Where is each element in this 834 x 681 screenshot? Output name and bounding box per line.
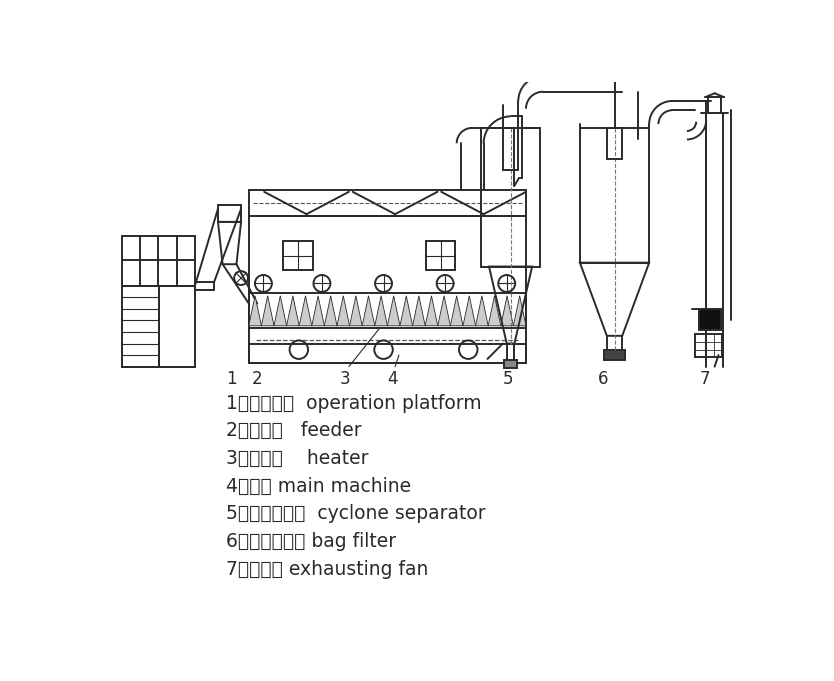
Bar xyxy=(122,236,195,286)
Polygon shape xyxy=(287,296,299,326)
Polygon shape xyxy=(349,296,362,326)
Bar xyxy=(481,128,540,266)
Bar xyxy=(195,282,214,289)
Text: 5、旋风分离器  cyclone separator: 5、旋风分离器 cyclone separator xyxy=(226,505,485,524)
Text: 2、加料器   feeder: 2、加料器 feeder xyxy=(226,422,361,441)
Text: 4: 4 xyxy=(388,370,398,387)
Polygon shape xyxy=(488,296,500,326)
Bar xyxy=(249,343,526,363)
Polygon shape xyxy=(425,296,438,326)
Polygon shape xyxy=(475,296,488,326)
Text: 7: 7 xyxy=(700,370,710,387)
Polygon shape xyxy=(438,296,450,326)
Text: 2: 2 xyxy=(252,370,263,387)
Polygon shape xyxy=(500,296,514,326)
Bar xyxy=(503,128,518,170)
Polygon shape xyxy=(514,296,526,326)
Text: 5: 5 xyxy=(503,370,514,387)
Polygon shape xyxy=(337,296,349,326)
Polygon shape xyxy=(387,296,400,326)
Polygon shape xyxy=(450,296,463,326)
Polygon shape xyxy=(274,296,287,326)
Polygon shape xyxy=(413,296,425,326)
Polygon shape xyxy=(324,296,337,326)
Polygon shape xyxy=(374,296,387,326)
Bar xyxy=(604,349,626,360)
Bar xyxy=(249,217,526,363)
Bar xyxy=(696,334,722,358)
Bar xyxy=(218,205,241,222)
Bar xyxy=(249,294,526,328)
Text: 4、主机 main machine: 4、主机 main machine xyxy=(226,477,411,496)
Text: 1、操作平台  operation platform: 1、操作平台 operation platform xyxy=(226,394,481,413)
Bar xyxy=(426,241,455,270)
Bar xyxy=(122,286,158,366)
Polygon shape xyxy=(312,296,324,326)
Polygon shape xyxy=(249,296,261,326)
Polygon shape xyxy=(362,296,374,326)
Text: 3: 3 xyxy=(339,370,350,387)
Bar xyxy=(505,360,517,368)
Text: 6、布袋除尘器 bag filter: 6、布袋除尘器 bag filter xyxy=(226,532,396,551)
Polygon shape xyxy=(400,296,413,326)
Polygon shape xyxy=(299,296,312,326)
Polygon shape xyxy=(261,296,274,326)
Polygon shape xyxy=(463,296,475,326)
Bar xyxy=(158,286,195,366)
Text: 6: 6 xyxy=(598,370,608,387)
Bar xyxy=(699,309,721,330)
Text: 3、加热器    heater: 3、加热器 heater xyxy=(226,449,368,468)
Bar xyxy=(284,241,313,270)
Text: 1: 1 xyxy=(226,370,236,387)
Bar xyxy=(249,189,526,217)
Bar xyxy=(607,128,622,159)
Text: 7、引风机 exhausting fan: 7、引风机 exhausting fan xyxy=(226,560,428,579)
